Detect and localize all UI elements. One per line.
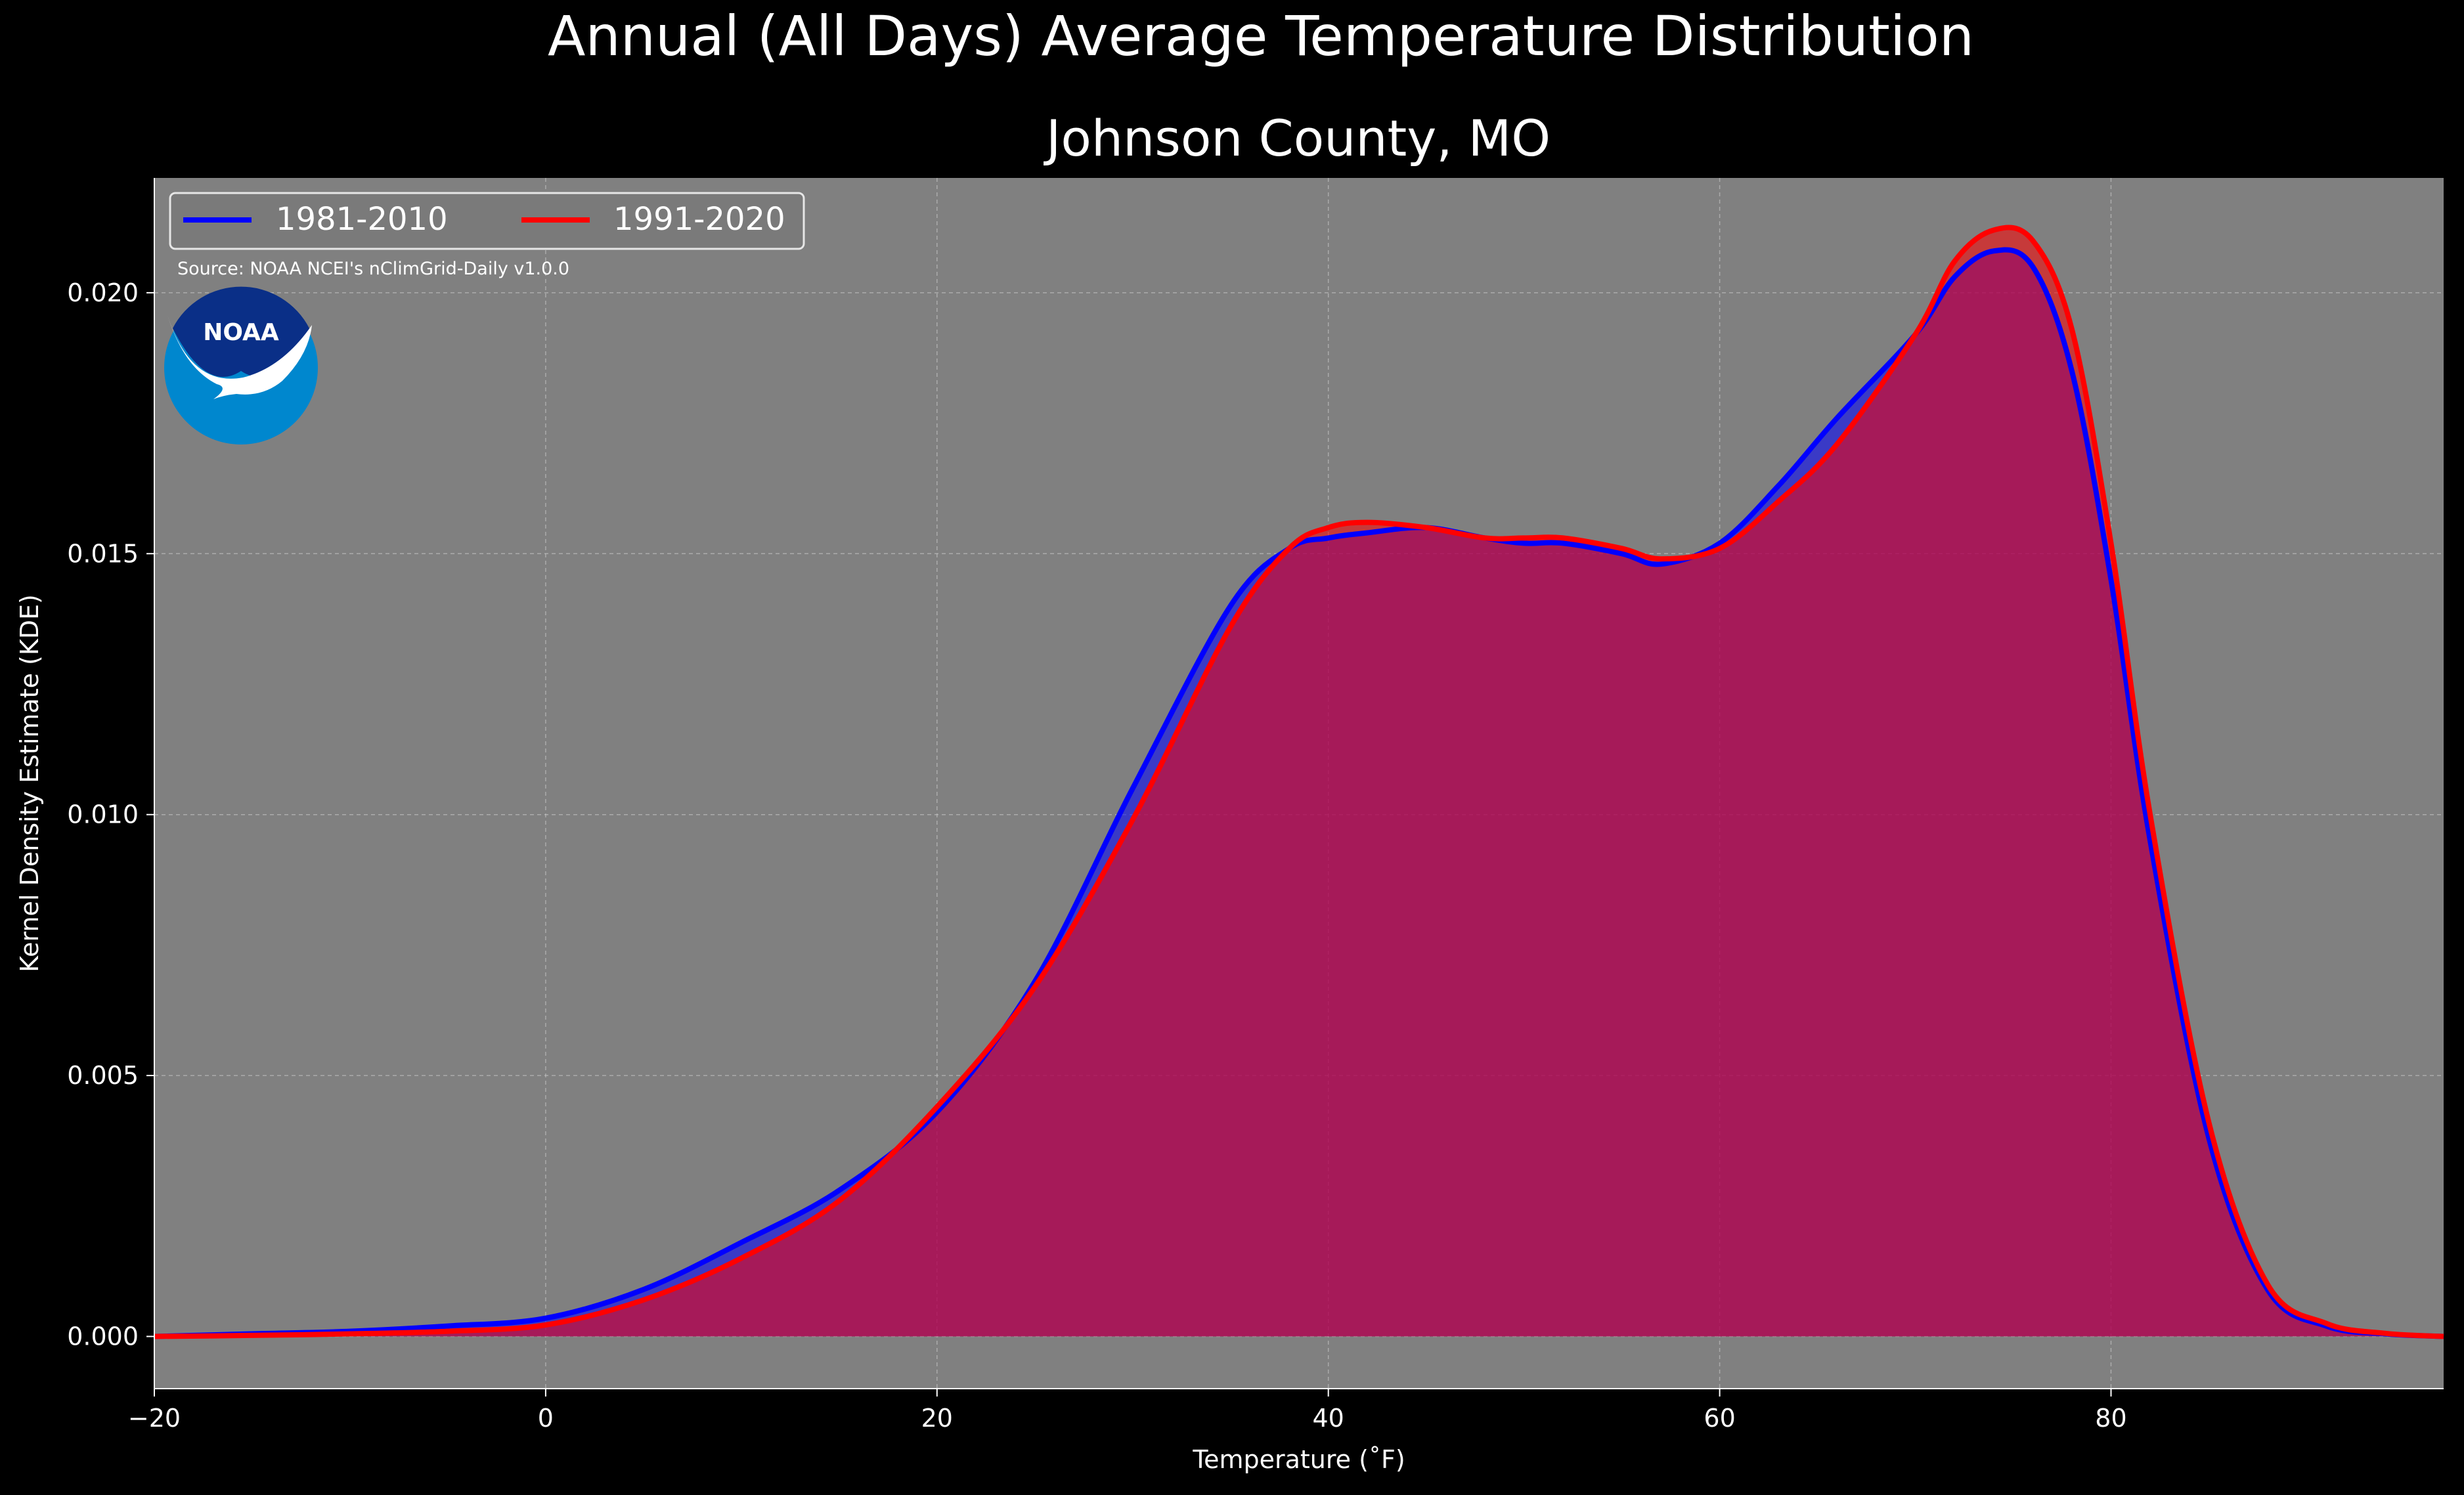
- area-1991-2020: [154, 227, 2444, 1337]
- noaa-logo-inner-icon: [173, 286, 309, 378]
- line-1991-2020: [154, 225, 2444, 1339]
- x-tick-label: −20: [128, 1404, 181, 1433]
- x-tick-label: 40: [1313, 1404, 1344, 1433]
- x-tick-label: 80: [2095, 1404, 2126, 1433]
- x-axis-label: Temperature (˚F): [1192, 1445, 1405, 1474]
- y-tick-label: 0.000: [67, 1322, 139, 1351]
- chart-suptitle: Annual (All Days) Average Temperature Di…: [548, 4, 1974, 68]
- legend-label-1981-2010: 1981-2010: [276, 201, 448, 238]
- line-1981-2010: [154, 247, 2444, 1339]
- legend-label-1991-2020: 1991-2020: [613, 201, 785, 238]
- y-tick-label: 0.005: [67, 1061, 139, 1090]
- plot-area: [154, 178, 2444, 1389]
- y-axis-label: Kernel Density Estimate (KDE): [15, 594, 44, 972]
- y-tick-label: 0.015: [67, 539, 139, 568]
- x-tick-label: 0: [538, 1404, 554, 1433]
- chart-title: Johnson County, MO: [1044, 109, 1551, 167]
- noaa-gull-icon: [167, 315, 312, 399]
- legend-box: [169, 192, 805, 250]
- source-note: Source: NOAA NCEI's nClimGrid-Daily v1.0…: [177, 259, 569, 279]
- series-layer: [154, 225, 2444, 1339]
- x-tick-label: 60: [1704, 1404, 1735, 1433]
- legend: 1981-2010 1991-2020: [169, 192, 805, 250]
- noaa-logo-text: NOAA: [203, 319, 279, 346]
- noaa-logo: NOAA: [164, 286, 318, 444]
- x-tick-label: 20: [921, 1404, 953, 1433]
- axes: −20 0 20 40 60 80 0.000 0.005 0.010 0.015 0.020: [67, 178, 2444, 1433]
- y-tick-label: 0.020: [67, 278, 139, 307]
- y-tick-label: 0.010: [67, 800, 139, 829]
